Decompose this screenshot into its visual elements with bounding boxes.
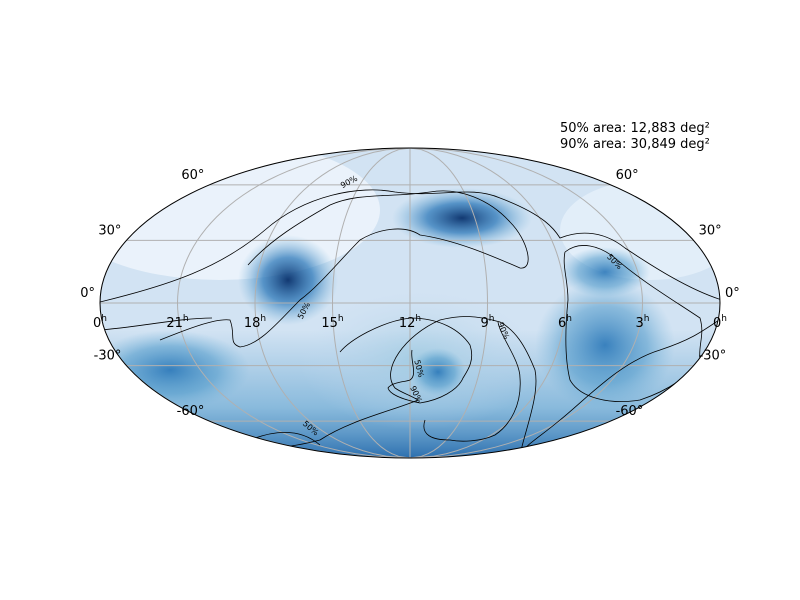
ra-tick-label: 0h [93, 314, 107, 331]
ra-tick-label: 3h [636, 314, 650, 331]
heatmap-blob-north [392, 188, 532, 248]
graticule [100, 148, 720, 458]
probability-heatmap [100, 148, 720, 458]
dec-tick-label-left: -30° [94, 349, 122, 364]
ra-tick-label: 9h [481, 314, 495, 331]
dec-tick-label-left: -60° [177, 404, 205, 419]
ra-gridline [409, 148, 566, 458]
dec-tick-label-left: 60° [181, 168, 204, 183]
ra-gridline [331, 148, 411, 458]
ra-tick-label: 12h [399, 314, 421, 331]
ra-gridline [409, 148, 489, 458]
dec-tick-label-left: 30° [98, 223, 121, 238]
map-outline [99, 147, 721, 459]
dec-tick-label-right: -30° [699, 349, 727, 364]
contour-90-left-edge [100, 317, 213, 331]
ra-tick-label: 0h [713, 314, 727, 331]
ra-gridline [409, 148, 644, 458]
area-90-label: 90% area: 30,849 deg² [560, 137, 710, 152]
contour-50-arc [159, 190, 529, 348]
ra-gridline [176, 148, 411, 458]
heatmap-blob-east [535, 280, 675, 410]
contour-50-hook [423, 321, 521, 442]
dec-tick-label-right: 30° [699, 223, 722, 238]
heatmap-blob-hook [410, 348, 466, 396]
ra-tick-label: 21h [166, 314, 188, 331]
ra-tick-label: 6h [558, 314, 572, 331]
ra-gridline [254, 148, 411, 458]
dec-tick-label-left: 0° [80, 286, 95, 301]
heatmap-blob-west [238, 235, 338, 325]
ra-tick-label: 15h [321, 314, 343, 331]
dec-tick-label-right: 60° [616, 168, 639, 183]
tick-labels: 0h 21h 18h 15h 12h 9h 6h 3h 0h 60° 60° 30° 30° 0° 0° -3… [80, 168, 740, 419]
contour-50-inner [339, 317, 473, 404]
dec-tick-label-right: 0° [725, 286, 740, 301]
dec-tick-label-right: -60° [616, 404, 644, 419]
heatmap-blob-east-upper [560, 247, 650, 297]
contour-90-outer [100, 189, 720, 456]
ra-tick-label: 18h [244, 314, 266, 331]
area-50-label: 50% area: 12,883 deg² [560, 121, 710, 136]
